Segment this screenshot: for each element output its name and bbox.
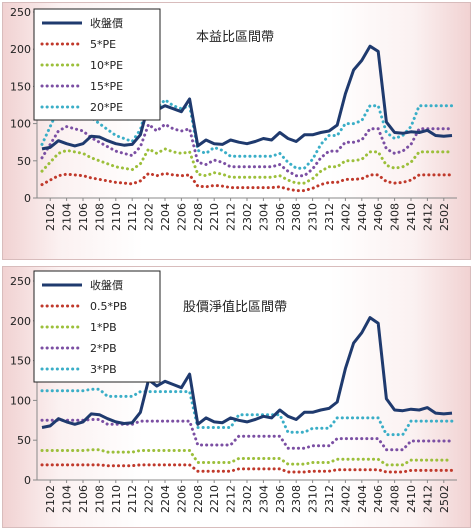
series-line-3 <box>40 122 454 178</box>
x-tick-label: 2408 <box>389 485 402 513</box>
legend-label: 3*PB <box>90 363 117 376</box>
x-tick-label: 2102 <box>44 485 57 513</box>
x-tick-label: 2404 <box>356 203 369 231</box>
x-tick-label: 2212 <box>225 203 238 231</box>
x-tick-label: 2302 <box>241 203 254 231</box>
y-tick-label: 200 <box>10 43 31 56</box>
x-tick-label: 2304 <box>257 485 270 513</box>
y-tick-label: 200 <box>10 315 31 328</box>
x-tick-label: 2102 <box>44 203 57 231</box>
x-tick-label: 2402 <box>339 203 352 231</box>
x-tick-label: 2412 <box>421 203 434 231</box>
y-tick-label: 100 <box>10 118 31 131</box>
pe-band-chart-panel: 0 50 100 150 200 250 2102 2104 2106 2108 2110 2112 2… <box>2 2 471 260</box>
x-tick-label: 2502 <box>438 485 451 513</box>
x-tick-label: 2312 <box>323 203 336 231</box>
x-tick-label: 2402 <box>339 485 352 513</box>
x-tick-label: 2112 <box>126 485 139 513</box>
x-tick-label: 2306 <box>274 203 287 231</box>
y-tick-label: 100 <box>10 394 31 407</box>
x-tick-label: 2406 <box>372 203 385 231</box>
x-tick-label: 2410 <box>405 485 418 513</box>
x-tick-label: 2204 <box>159 485 172 513</box>
x-tick-label: 2108 <box>93 485 106 513</box>
legend-label: 20*PE <box>90 101 123 114</box>
x-tick-label: 2110 <box>110 485 123 513</box>
x-tick-label: 2308 <box>290 203 303 231</box>
x-tick-label: 2104 <box>61 485 74 513</box>
x-tick-label: 2212 <box>225 485 238 513</box>
x-tick-label: 2308 <box>290 485 303 513</box>
x-tick-label: 2306 <box>274 485 287 513</box>
y-tick-label: 0 <box>24 474 31 487</box>
x-tick-label: 2206 <box>175 485 188 513</box>
x-tick-label: 2202 <box>143 485 156 513</box>
x-tick-label: 2312 <box>323 485 336 513</box>
y-tick-label: 50 <box>17 434 31 447</box>
x-tick-label: 2110 <box>110 203 123 231</box>
y-tick-label: 250 <box>10 275 31 288</box>
x-tick-label: 2106 <box>77 203 90 231</box>
series-line-3 <box>40 418 454 452</box>
series-line-0 <box>41 316 453 429</box>
x-tick-label: 2210 <box>208 485 221 513</box>
x-tick-label: 2208 <box>192 485 205 513</box>
legend-label: 5*PE <box>90 38 116 51</box>
x-tick-label: 2302 <box>241 485 254 513</box>
x-tick-label: 2404 <box>356 485 369 513</box>
x-tick-label: 2112 <box>126 203 139 231</box>
series-line-0 <box>41 44 453 151</box>
legend-label: 2*PB <box>90 342 117 355</box>
pb-band-chart: 0 50 100 150 200 250 2102 2104 2106 2108 2110 2112 2… <box>10 270 457 513</box>
x-tick-label: 2210 <box>208 203 221 231</box>
chart-title: 本益比區間帶 <box>196 30 274 45</box>
x-tick-label: 2408 <box>389 203 402 231</box>
legend-box <box>33 270 161 383</box>
legend-label: 15*PE <box>90 80 123 93</box>
y-tick-label: 150 <box>10 355 31 368</box>
x-tick-label: 2106 <box>77 485 90 513</box>
y-tick-label: 150 <box>10 80 31 93</box>
legend-label: 0.5*PB <box>90 300 127 313</box>
chart-title: 股價淨值比區間帶 <box>183 299 287 315</box>
pe-band-chart: 0 50 100 150 200 250 2102 2104 2106 2108 2110 2112 2… <box>10 6 457 231</box>
x-tick-label: 2108 <box>93 203 106 231</box>
x-tick-label: 2206 <box>175 203 188 231</box>
x-tick-label: 2406 <box>372 485 385 513</box>
x-tick-label: 2310 <box>307 485 320 513</box>
x-tick-label: 2208 <box>192 203 205 231</box>
x-tick-label: 2410 <box>405 203 418 231</box>
series-line-2 <box>40 147 454 185</box>
x-tick-label: 2304 <box>257 203 270 231</box>
x-tick-label: 2412 <box>421 485 434 513</box>
series-line-4 <box>40 387 454 437</box>
pb-band-chart-panel: 0 50 100 150 200 250 2102 2104 2106 2108 2110 2112 2… <box>2 266 471 528</box>
x-tick-label: 2502 <box>438 203 451 231</box>
y-tick-label: 0 <box>24 192 31 205</box>
x-tick-label: 2310 <box>307 203 320 231</box>
x-tick-label: 2204 <box>159 203 172 231</box>
legend-label: 1*PB <box>90 321 117 334</box>
legend-label: 10*PE <box>90 59 123 72</box>
legend-box <box>33 8 161 121</box>
series-line-1 <box>40 463 454 474</box>
x-tick-label: 2202 <box>143 203 156 231</box>
series-line-4 <box>40 98 454 170</box>
x-tick-label: 2104 <box>61 203 74 231</box>
legend-label: 收盤價 <box>90 16 123 30</box>
y-tick-label: 250 <box>10 6 31 19</box>
legend-label: 收盤價 <box>90 278 123 292</box>
y-tick-label: 50 <box>17 155 31 168</box>
series-line-1 <box>40 171 454 193</box>
series-line-2 <box>40 448 454 467</box>
